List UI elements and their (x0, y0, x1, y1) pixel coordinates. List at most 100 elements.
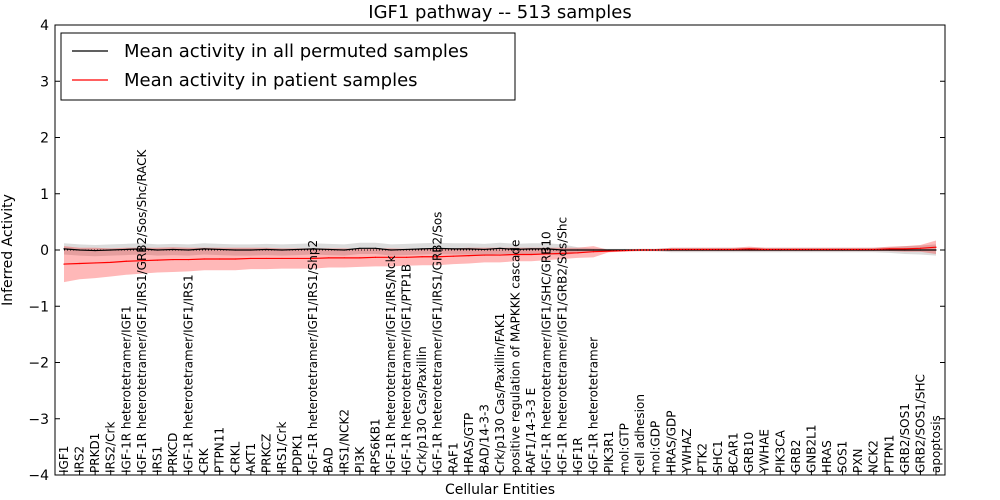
data-point (935, 246, 937, 248)
data-point (468, 255, 470, 257)
data-point (110, 249, 112, 251)
category-label: SHC1 (711, 440, 725, 473)
category-label: PIK3R1 (602, 431, 616, 473)
category-label: YWHAE (758, 429, 772, 474)
plot-frame (54, 24, 946, 476)
category-label: YWHAZ (680, 428, 694, 474)
category-label: IGF1 (57, 446, 71, 473)
data-point (125, 260, 127, 262)
data-point (919, 247, 922, 249)
data-point (359, 257, 361, 259)
category-label: CRK (197, 447, 211, 473)
category-label: PRKD1 (88, 433, 102, 473)
y-tick-label: 3 (40, 74, 49, 90)
category-label: IGF-1R heterotetramer/IGF1/IRS1/Shp2 (306, 240, 320, 473)
data-point (499, 247, 501, 249)
y-axis-label: Inferred Activity (0, 194, 16, 306)
category-label: SOS1 (836, 441, 850, 473)
data-point (623, 249, 626, 252)
legend-box (60, 32, 516, 101)
category-label: GNB2L1 (804, 425, 818, 473)
data-point (577, 252, 579, 254)
confidence-bands (64, 240, 936, 283)
data-point (452, 248, 454, 250)
data-point (592, 249, 595, 251)
data-point (187, 249, 190, 251)
data-point (359, 247, 361, 249)
data-point (343, 257, 345, 259)
category-label: IGF-1R heterotetramer/IGF1/IRS1/GRB2/Sos (431, 212, 445, 473)
data-point (328, 257, 330, 259)
category-label: BAD/14-3-3 (477, 404, 491, 473)
chart-title: IGF1 pathway -- 513 samples (368, 2, 631, 23)
data-point (312, 248, 314, 250)
data-point (78, 262, 81, 265)
category-label: HRAS (820, 440, 834, 473)
category-label: IGF-1R heterotetramer/IGF1/SHC/GRB10 (540, 231, 554, 473)
category-label: IRS1/NCK2 (337, 409, 351, 473)
data-point (296, 257, 299, 260)
category-label: IRS2 (73, 446, 87, 473)
data-point (234, 258, 236, 260)
category-label: Crk/p130 Cas/Paxillin (415, 346, 429, 473)
data-point (452, 255, 454, 257)
data-point (421, 248, 423, 250)
data-point (172, 258, 174, 261)
data-point (904, 248, 906, 250)
category-label: RAF1/14-3-3 E (524, 388, 538, 473)
data-point (405, 256, 408, 258)
data-point (546, 248, 548, 250)
category-label: RPS6KB1 (368, 418, 382, 473)
category-label: IGF-1R heterotetramer/IGF1/PTP1B (400, 264, 414, 473)
data-point (94, 262, 96, 264)
category-label: IGF-1R heterotetramer/IGF1/GRB2/Sos/Shc (555, 217, 569, 473)
category-label: AKT1 (244, 443, 258, 473)
data-point (608, 249, 610, 251)
data-point (265, 248, 268, 251)
category-label: PI3K (353, 446, 367, 473)
category-label: IRS2/Crk (104, 422, 118, 473)
category-label: GRB2 (789, 439, 803, 473)
category-label: IGF-1R heterotetramer (586, 337, 600, 473)
y-tick-label: 1 (40, 187, 49, 203)
data-point (110, 261, 112, 263)
category-label: IRS1 (150, 446, 164, 473)
data-point (437, 247, 439, 249)
category-label: PTK2 (695, 443, 709, 473)
data-point (437, 256, 439, 258)
data-point (281, 257, 283, 260)
category-label: mol:GDP (649, 421, 663, 473)
data-point (561, 252, 563, 254)
data-point (296, 248, 299, 251)
data-point (483, 254, 486, 256)
data-point (514, 253, 517, 256)
data-point (250, 257, 252, 260)
data-point (841, 248, 844, 251)
legend: Mean activity in all permuted samples Me… (60, 32, 516, 101)
category-label: mol:GTP (618, 423, 632, 473)
data-point (219, 258, 221, 260)
data-point (187, 258, 190, 261)
data-point (499, 254, 501, 256)
data-point (390, 256, 392, 258)
data-point (374, 256, 377, 258)
data-point (686, 248, 688, 251)
category-label: BCAR1 (727, 432, 741, 473)
data-point (530, 248, 532, 250)
data-point (592, 251, 595, 253)
data-point (764, 248, 766, 251)
legend-label-permuted: Mean activity in all permuted samples (124, 41, 468, 62)
x-axis-label: Cellular Entities (445, 482, 555, 498)
category-label: NCK2 (867, 440, 881, 473)
category-label: RAF1 (446, 442, 460, 473)
data-point (265, 257, 268, 260)
y-tick-label: 4 (40, 18, 49, 34)
data-point (919, 249, 922, 251)
data-point (374, 247, 377, 249)
category-label: Crk/p130 Cas/Paxillin/FAK1 (493, 313, 507, 473)
data-point (857, 248, 859, 251)
data-point (514, 248, 517, 251)
category-label: positive regulation of MAPKKK cascade (509, 240, 523, 473)
category-label: IGF-1R heterotetramer/IGF1/IRS1 (182, 274, 196, 473)
